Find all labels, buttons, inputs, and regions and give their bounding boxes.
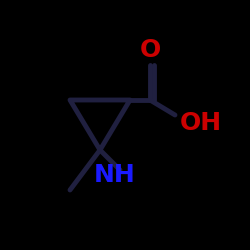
Text: NH: NH bbox=[94, 163, 136, 187]
Text: O: O bbox=[140, 38, 160, 62]
Text: OH: OH bbox=[180, 110, 222, 134]
